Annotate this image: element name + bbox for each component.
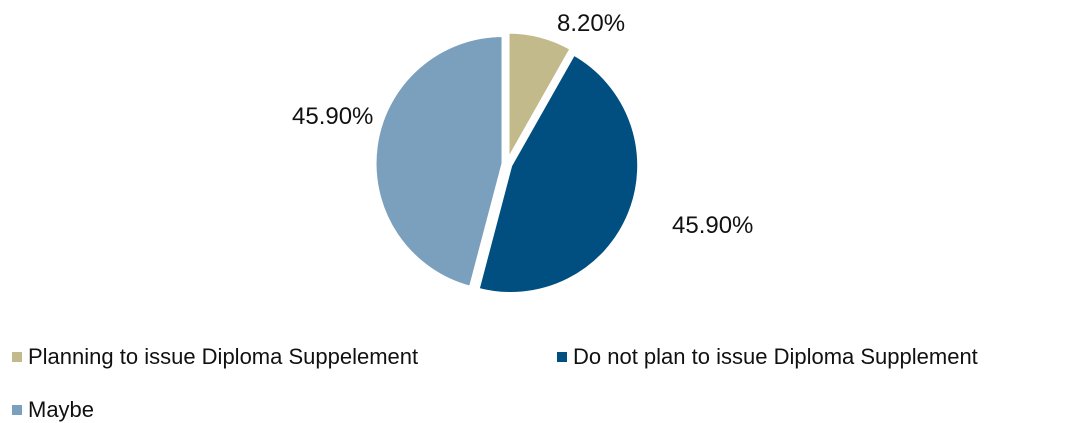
legend-item-planning: Planning to issue Diploma Suppelement: [12, 344, 418, 370]
legend-swatch-maybe: [12, 405, 22, 415]
pie-slice-maybe: [373, 33, 505, 289]
pie-slice-do-not-plan: [476, 52, 641, 295]
legend-item-do-not-plan: Do not plan to issue Diploma Supplement: [557, 344, 978, 370]
data-label-maybe: 45.90%: [292, 103, 373, 130]
data-label-do-not-plan: 45.90%: [672, 212, 753, 239]
pie-slice-planning: [506, 30, 573, 162]
data-label-planning: 8.20%: [557, 10, 625, 37]
legend-swatch-planning: [12, 352, 22, 362]
pie-slices: [373, 30, 641, 295]
legend-label-planning: Planning to issue Diploma Suppelement: [28, 344, 419, 369]
pie-chart: 8.20% 45.90% 45.90%: [292, 10, 753, 295]
legend-swatch-do-not-plan: [557, 352, 567, 362]
legend-label-maybe: Maybe: [28, 397, 95, 422]
legend-label-do-not-plan: Do not plan to issue Diploma Supplement: [573, 344, 978, 369]
legend-item-maybe: Maybe: [12, 397, 94, 423]
